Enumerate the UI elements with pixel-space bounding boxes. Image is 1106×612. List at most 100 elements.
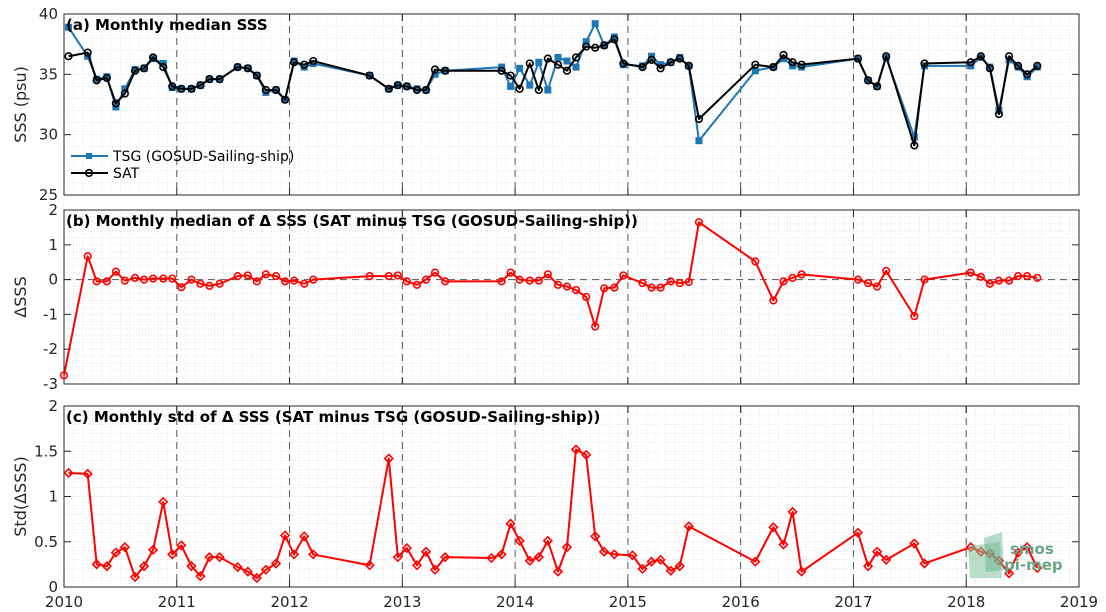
data-point xyxy=(214,552,225,563)
data-point xyxy=(505,518,516,529)
data-point xyxy=(920,275,929,284)
data-point xyxy=(411,560,423,571)
data-point xyxy=(570,444,582,455)
data-point xyxy=(392,552,403,563)
data-point xyxy=(1012,547,1024,558)
x-tick-label: 2013 xyxy=(383,593,421,611)
data-point xyxy=(233,272,242,281)
data-point xyxy=(591,20,599,28)
data-point xyxy=(365,71,374,80)
data-point xyxy=(412,85,422,95)
data-point xyxy=(111,267,120,276)
data-point xyxy=(110,547,122,558)
data-point xyxy=(864,76,873,85)
data-point xyxy=(402,82,411,91)
data-point xyxy=(261,270,270,279)
x-tick-label: 2014 xyxy=(496,593,534,611)
data-point xyxy=(167,549,178,560)
data-point xyxy=(666,58,675,67)
data-point xyxy=(1023,272,1032,281)
data-point xyxy=(788,273,797,282)
y-tick-label: 1 xyxy=(48,488,58,506)
data-point xyxy=(647,283,656,292)
data-point xyxy=(910,312,919,321)
data-point xyxy=(515,84,524,93)
data-point xyxy=(525,59,534,68)
data-point xyxy=(582,38,590,46)
data-point xyxy=(486,552,497,564)
data-point xyxy=(243,271,252,280)
data-point xyxy=(111,99,120,108)
data-point xyxy=(102,73,111,83)
data-point xyxy=(120,89,129,98)
data-point xyxy=(186,561,197,572)
x-tick-label: 2019 xyxy=(1060,593,1098,611)
data-point xyxy=(524,555,535,566)
data-point xyxy=(215,279,224,288)
data-point xyxy=(91,559,102,570)
data-point xyxy=(769,62,778,72)
chart-panel-0: 25 30 35 40 SSS (psu) (a) Monthly median SSS T… xyxy=(11,5,1080,204)
data-point xyxy=(873,82,882,91)
data-point xyxy=(534,85,543,95)
data-point xyxy=(365,272,374,281)
data-point xyxy=(187,84,196,93)
data-point xyxy=(289,58,299,67)
data-point xyxy=(300,60,309,69)
data-point xyxy=(873,282,882,291)
data-point xyxy=(966,268,975,277)
x-tick-label: 2016 xyxy=(722,593,760,611)
data-point xyxy=(168,82,177,91)
data-point xyxy=(147,544,159,556)
data-point xyxy=(582,292,591,302)
data-point xyxy=(102,277,111,286)
data-point xyxy=(694,218,704,227)
series-line-0 xyxy=(63,221,1038,376)
data-point xyxy=(581,449,592,461)
data-point xyxy=(797,270,806,279)
data-point xyxy=(119,542,131,553)
data-point xyxy=(985,64,995,73)
chart-panel-2: 0 0.5 1 1.5 2 2010 2011 2012 2013 2014 2015 2016 201… xyxy=(11,397,1098,611)
data-point xyxy=(526,81,534,89)
data-point xyxy=(871,546,883,557)
x-tick-label: 2015 xyxy=(609,593,647,611)
logo-line1: smos xyxy=(1010,540,1054,558)
legend-marker xyxy=(86,153,92,159)
data-point xyxy=(561,542,573,553)
data-point xyxy=(159,62,168,72)
panel-title: (b) Monthly median of Δ SSS (SAT minus T… xyxy=(66,212,638,230)
data-point xyxy=(543,54,552,63)
data-point xyxy=(242,566,253,577)
data-point xyxy=(684,61,693,70)
data-point xyxy=(402,277,411,286)
data-point xyxy=(138,561,150,572)
data-point xyxy=(882,52,891,61)
data-point xyxy=(553,60,563,69)
data-point xyxy=(600,284,609,293)
data-point xyxy=(506,268,515,277)
y-axis-label: Std(ΔSSS) xyxy=(11,456,30,536)
data-point xyxy=(610,283,619,292)
data-point xyxy=(562,66,572,75)
data-point xyxy=(243,64,252,73)
data-point xyxy=(364,560,375,571)
x-tick-label: 2011 xyxy=(158,593,196,611)
data-point xyxy=(308,549,319,560)
data-point xyxy=(796,566,807,577)
data-point xyxy=(1033,273,1042,282)
data-point xyxy=(215,75,224,84)
data-point xyxy=(393,81,402,90)
data-point xyxy=(534,276,543,285)
data-point xyxy=(288,549,300,560)
data-point xyxy=(515,275,524,284)
y-tick-label: 30 xyxy=(39,126,58,144)
data-point xyxy=(1023,70,1032,79)
data-point xyxy=(675,54,684,63)
data-point xyxy=(516,64,524,72)
data-point xyxy=(159,274,168,283)
data-point xyxy=(139,275,149,284)
data-point xyxy=(976,272,985,281)
data-point xyxy=(92,277,101,286)
